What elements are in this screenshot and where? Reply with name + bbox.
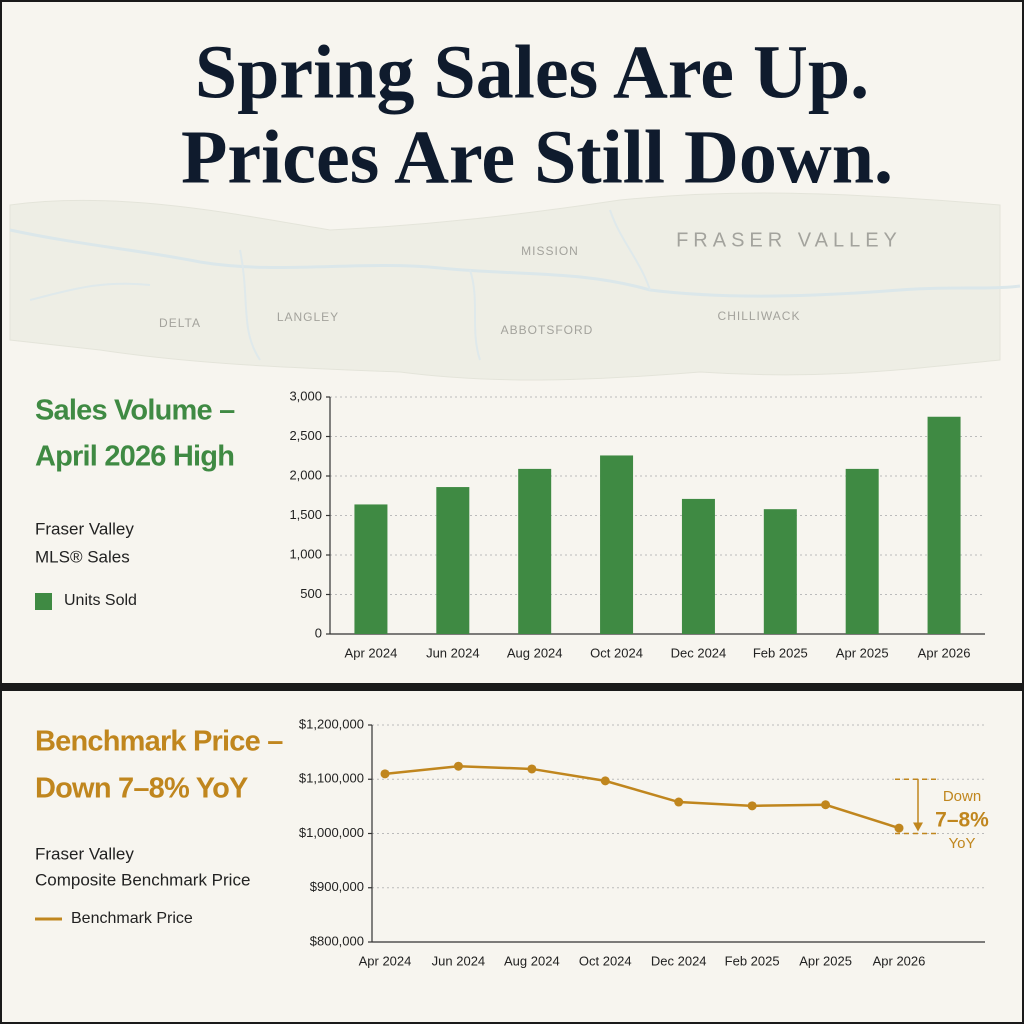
annotation-arrowhead bbox=[913, 822, 923, 832]
legend-label: Benchmark Price bbox=[71, 910, 193, 927]
bar bbox=[354, 504, 388, 634]
annotation-text: YoY bbox=[949, 835, 976, 852]
y-tick-label: $900,000 bbox=[310, 879, 364, 894]
map-place: CHILLIWACK bbox=[718, 309, 801, 323]
y-tick-label: 500 bbox=[300, 586, 322, 601]
x-tick-label: Jun 2024 bbox=[432, 953, 486, 968]
x-tick-label: Apr 2024 bbox=[345, 645, 398, 660]
bar bbox=[927, 416, 961, 634]
river bbox=[9, 228, 1021, 298]
y-tick-label: $1,000,000 bbox=[299, 825, 364, 840]
map-region-label: FRASER VALLEY bbox=[676, 229, 902, 251]
bar bbox=[600, 455, 634, 634]
bar bbox=[518, 468, 552, 634]
point bbox=[894, 823, 904, 833]
y-tick-label: 1,000 bbox=[289, 546, 322, 561]
x-tick-label: Jun 2024 bbox=[426, 645, 480, 660]
x-tick-label: Apr 2026 bbox=[873, 953, 926, 968]
legend-label: Units Sold bbox=[64, 592, 137, 609]
x-tick-label: Apr 2026 bbox=[918, 645, 971, 660]
chart-subtitle: Fraser Valley bbox=[35, 844, 134, 863]
y-tick-label: 1,500 bbox=[289, 507, 322, 522]
headline: Spring Sales Are Up. bbox=[195, 30, 869, 114]
point bbox=[600, 776, 610, 786]
x-tick-label: Oct 2024 bbox=[590, 645, 643, 660]
x-tick-label: Apr 2024 bbox=[359, 953, 412, 968]
river bbox=[29, 209, 651, 361]
chart-subtitle: Fraser Valley bbox=[35, 519, 134, 538]
map-place: LANGLEY bbox=[277, 310, 339, 324]
line bbox=[384, 764, 900, 830]
x-tick-label: Feb 2025 bbox=[753, 645, 808, 660]
annotation-text: Down bbox=[943, 788, 981, 805]
map-place: MISSION bbox=[521, 244, 579, 258]
y-tick-label: 2,000 bbox=[289, 467, 322, 482]
point bbox=[821, 800, 831, 810]
headline: Prices Are Still Down. bbox=[181, 115, 893, 199]
y-tick-label: 0 bbox=[315, 625, 322, 640]
map-place: DELTA bbox=[159, 316, 201, 330]
x-tick-label: Dec 2024 bbox=[671, 645, 727, 660]
chart-subtitle: MLS® Sales bbox=[35, 547, 130, 566]
legend-swatch bbox=[35, 593, 52, 610]
point bbox=[747, 801, 757, 811]
chart-title: Down 7–8% YoY bbox=[35, 773, 248, 805]
divider bbox=[0, 683, 1024, 691]
x-tick-label: Dec 2024 bbox=[651, 953, 707, 968]
map-region bbox=[9, 192, 1001, 381]
map-place: ABBOTSFORD bbox=[501, 323, 594, 337]
map: MISSION DELTA LANGLEY ABBOTSFORD CHILLIW… bbox=[9, 192, 1021, 381]
chart-subtitle: Composite Benchmark Price bbox=[35, 870, 250, 889]
y-tick-label: $1,100,000 bbox=[299, 771, 364, 786]
y-tick-label: $1,200,000 bbox=[299, 716, 364, 731]
chart-title: Sales Volume – bbox=[35, 395, 235, 427]
x-tick-label: Aug 2024 bbox=[507, 645, 563, 660]
point bbox=[453, 761, 463, 771]
y-tick-label: $800,000 bbox=[310, 933, 364, 948]
annotation-text: 7–8% bbox=[935, 809, 989, 832]
x-tick-label: Oct 2024 bbox=[579, 953, 632, 968]
x-tick-label: Aug 2024 bbox=[504, 953, 560, 968]
bar bbox=[845, 468, 879, 634]
bar bbox=[681, 498, 715, 634]
bar bbox=[436, 487, 470, 634]
point bbox=[380, 769, 390, 779]
point bbox=[674, 797, 684, 807]
x-tick-label: Feb 2025 bbox=[725, 953, 780, 968]
y-tick-label: 2,500 bbox=[289, 428, 322, 443]
chart-title: April 2026 High bbox=[35, 441, 234, 473]
chart-title: Benchmark Price – bbox=[35, 726, 283, 758]
y-tick-label: 3,000 bbox=[289, 388, 322, 403]
point bbox=[527, 764, 537, 774]
bar bbox=[763, 509, 797, 634]
x-tick-label: Apr 2025 bbox=[799, 953, 852, 968]
x-tick-label: Apr 2025 bbox=[836, 645, 889, 660]
